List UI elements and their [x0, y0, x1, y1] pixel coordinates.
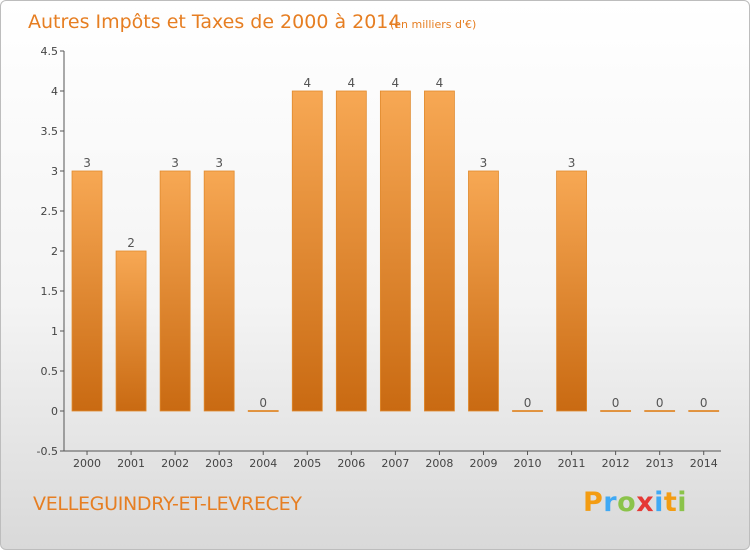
logo-letter: i: [654, 487, 664, 518]
data-label: 4: [436, 76, 444, 90]
bar: [644, 410, 676, 412]
x-tick-label: 2000: [73, 457, 101, 470]
data-label: 3: [480, 156, 488, 170]
x-tick-label: 2007: [381, 457, 409, 470]
commune-name: VELLEGUINDRY-ET-LEVRECEY: [33, 493, 302, 515]
bar: [159, 170, 191, 412]
x-tick-label: 2004: [249, 457, 277, 470]
bar: [379, 90, 411, 412]
x-tick-label: 2002: [161, 457, 189, 470]
x-tick-label: 2003: [205, 457, 233, 470]
y-tick-label: 3.5: [41, 125, 59, 138]
y-tick-label: 2: [51, 245, 58, 258]
logo-letter: i: [677, 487, 688, 518]
bar: [556, 170, 587, 412]
y-tick-label: -0.5: [37, 445, 58, 458]
x-tick-label: 2006: [337, 457, 365, 470]
x-tick-label: 2008: [425, 457, 453, 470]
logo-letter: t: [663, 487, 678, 518]
y-tick-label: 4.5: [41, 45, 59, 58]
data-label: 3: [215, 156, 223, 170]
bar: [335, 90, 367, 412]
x-tick-label: 2013: [646, 457, 674, 470]
logo-letter: r: [603, 487, 618, 518]
data-label: 0: [700, 396, 708, 410]
bar: [71, 170, 103, 412]
y-tick-label: 1: [51, 325, 58, 338]
bar: [424, 90, 455, 412]
plot-area: -0.5 0 0.5 1 1.5 2 2.5 3 3.5 4 4.5 3 2000 2 2001 3 2002 3…: [37, 45, 721, 470]
data-label: 0: [524, 396, 532, 410]
bar: [115, 250, 147, 412]
x-tick-label: 2005: [293, 457, 321, 470]
bar: [247, 410, 279, 412]
proxiti-logo[interactable]: Proxiti: [583, 487, 687, 518]
chart-unit: (en milliers d'€): [390, 18, 476, 31]
y-tick-label: 0.5: [41, 365, 59, 378]
x-tick-label: 2011: [558, 457, 586, 470]
bar: [203, 170, 235, 412]
y-tick-label: 2.5: [41, 205, 59, 218]
x-tick-label: 2009: [469, 457, 497, 470]
data-label: 4: [348, 76, 356, 90]
bar: [468, 170, 499, 412]
data-label: 3: [83, 156, 91, 170]
bar: [512, 410, 543, 412]
x-tick-label: 2012: [602, 457, 630, 470]
data-label: 3: [171, 156, 179, 170]
y-tick-label: 0: [51, 405, 58, 418]
data-label: 4: [392, 76, 400, 90]
chart-title: Autres Impôts et Taxes de 2000 à 2014: [28, 11, 401, 33]
bar: [688, 410, 720, 412]
data-label: 4: [303, 76, 311, 90]
data-label: 0: [259, 396, 267, 410]
y-tick-label: 3: [51, 165, 58, 178]
y-tick-label: 1.5: [41, 285, 59, 298]
logo-letter: P: [583, 487, 604, 518]
logo-letter: x: [636, 487, 655, 518]
data-label: 3: [568, 156, 576, 170]
bar: [291, 90, 323, 412]
data-label: 0: [612, 396, 620, 410]
data-label: 2: [127, 236, 135, 250]
x-tick-label: 2010: [514, 457, 542, 470]
x-tick-label: 2001: [117, 457, 145, 470]
data-label: 0: [656, 396, 664, 410]
x-tick-label: 2014: [690, 457, 718, 470]
y-tick-label: 4: [51, 85, 58, 98]
bar: [600, 410, 632, 412]
logo-letter: o: [617, 487, 637, 518]
